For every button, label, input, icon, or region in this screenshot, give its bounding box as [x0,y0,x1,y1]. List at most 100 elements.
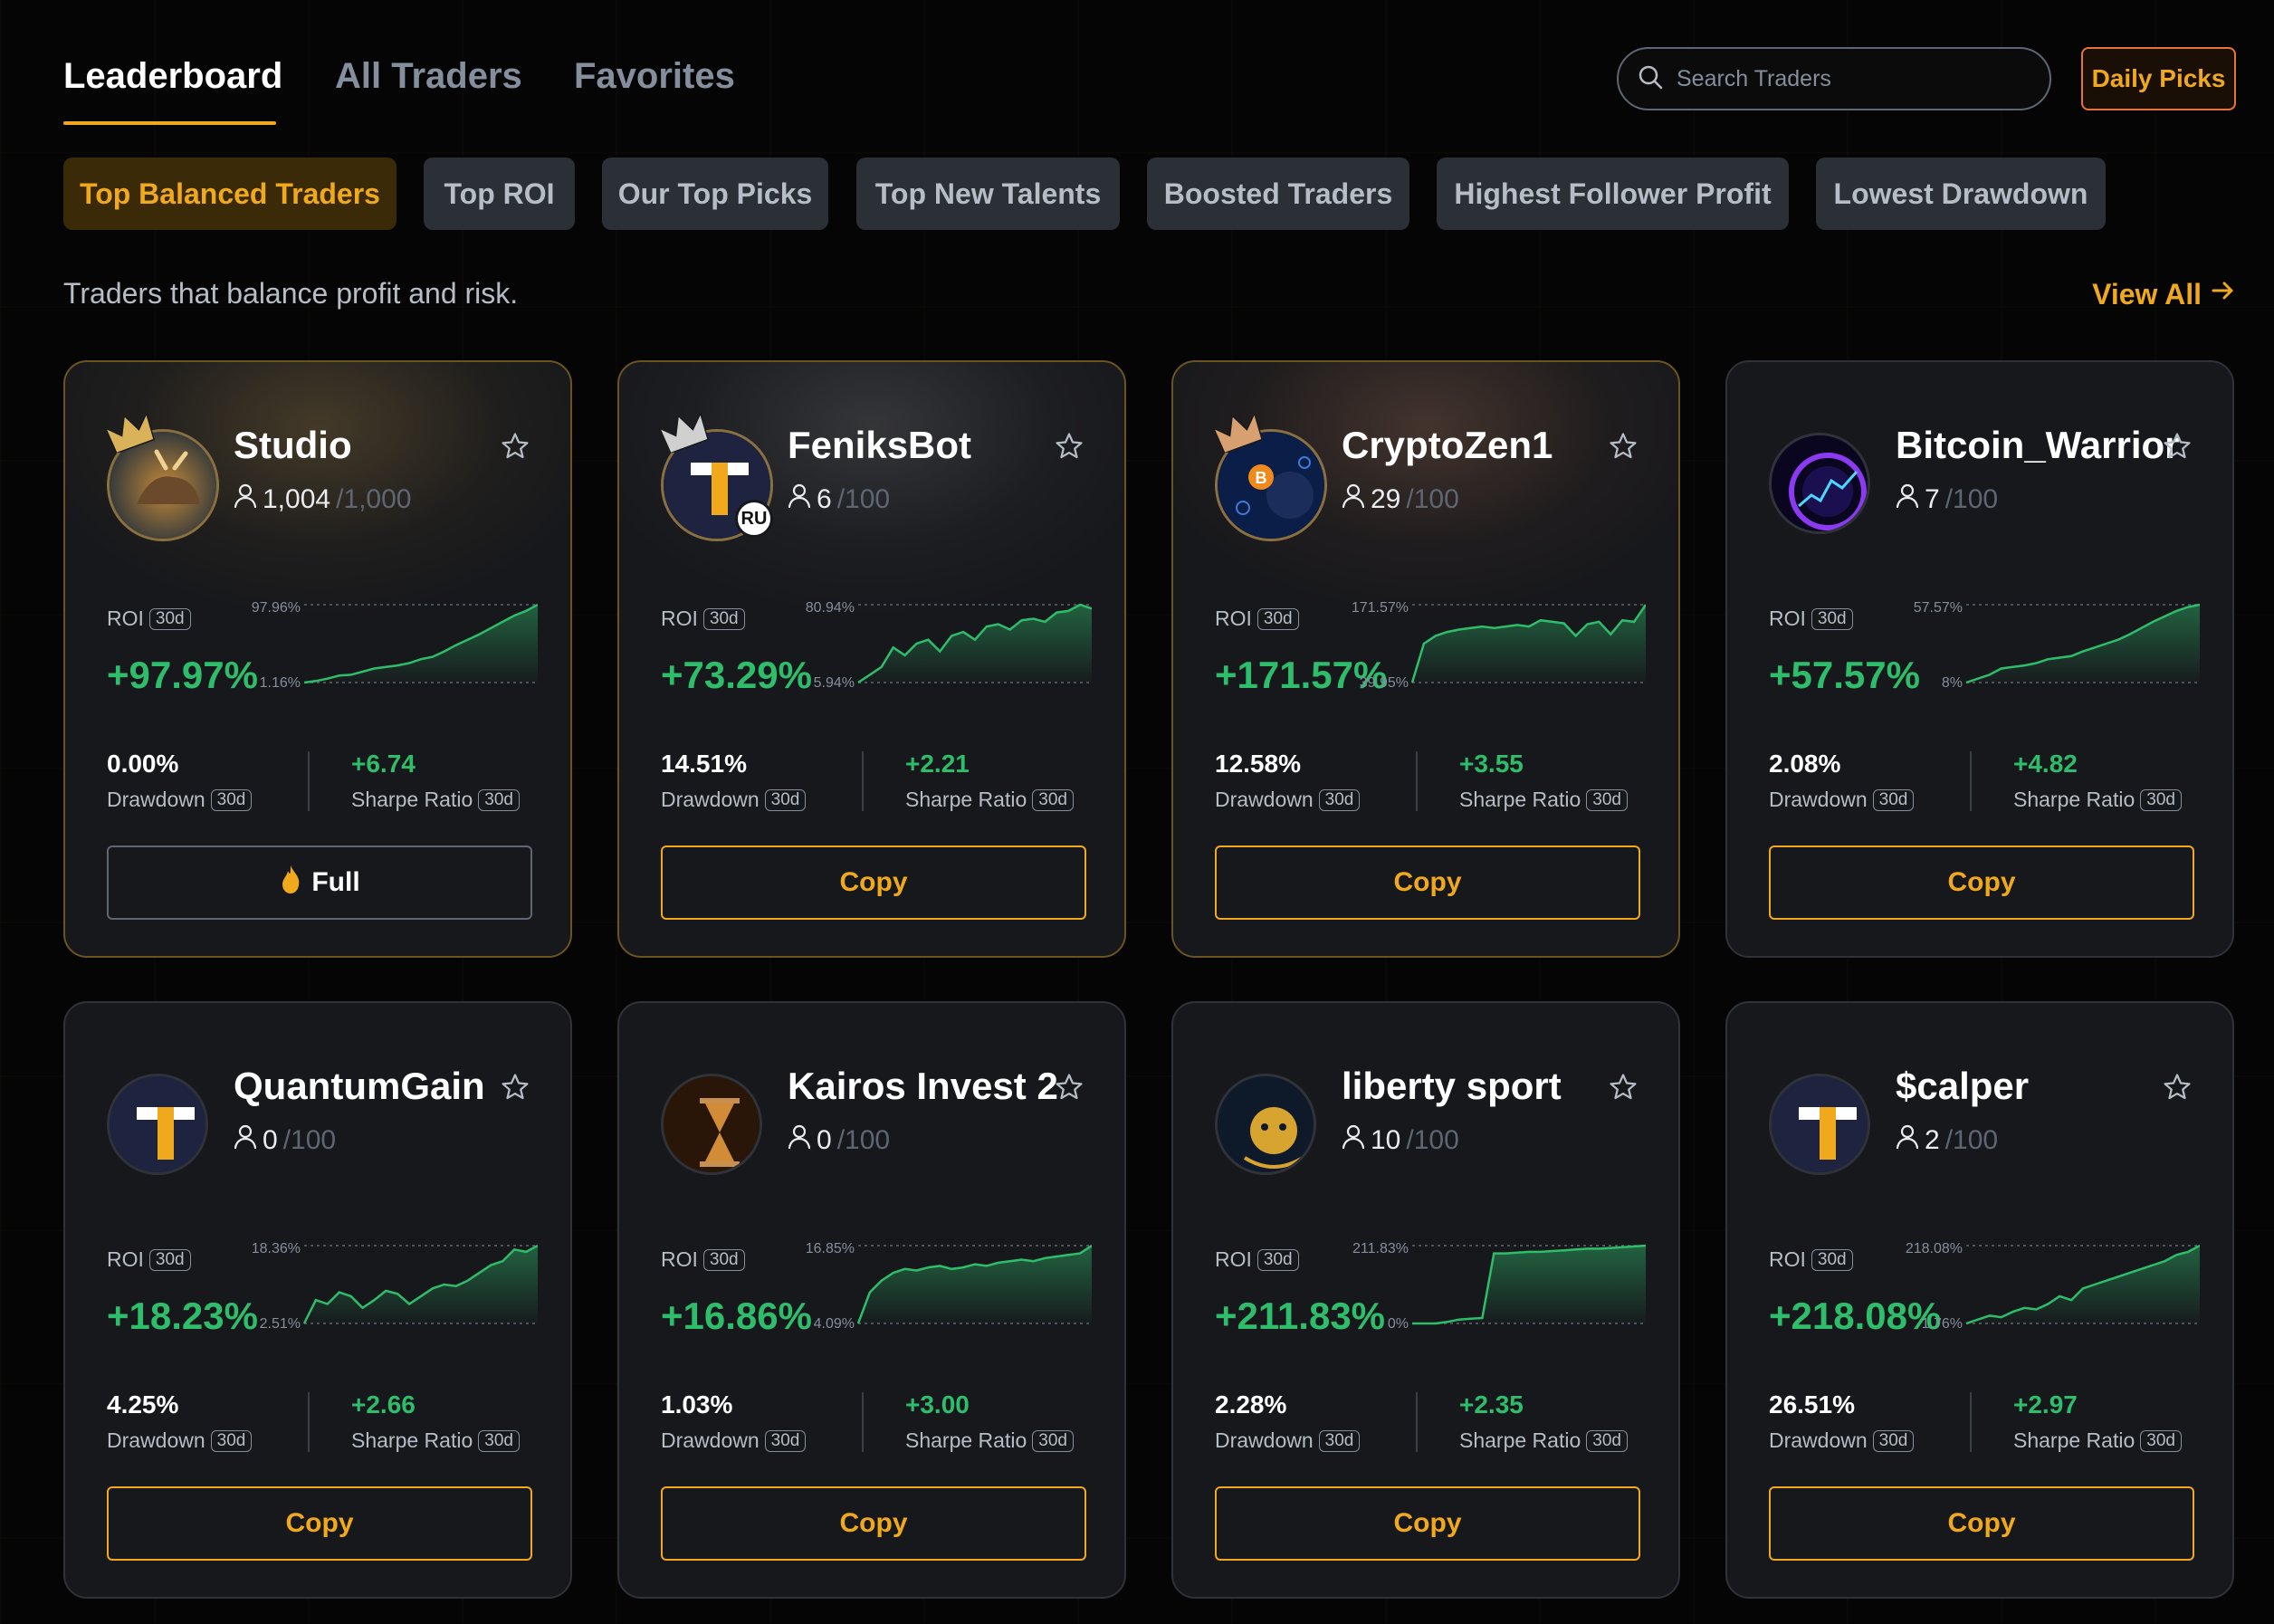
trader-name[interactable]: FeniksBot [788,424,972,466]
sparkline-min-label: 8% [1941,675,1963,691]
flame-icon [279,864,302,902]
trader-card[interactable]: Bitcoin_Warrior 7/100 ROI 30d +57.57% 57.… [1725,360,2234,958]
chip-highest-follower-profit[interactable]: Highest Follower Profit [1437,158,1789,230]
trader-card[interactable]: Studio 1,004/1,000 ROI 30d +97.97% 97.96%… [63,360,572,958]
sharpe-label: Sharpe Ratio 30d [905,1428,1074,1453]
button-label: Copy [1947,1508,2016,1538]
chip-our-top-picks[interactable]: Our Top Picks [602,158,828,230]
sparkline-max-label: 18.36% [251,1241,301,1256]
tab-favorites[interactable]: Favorites [574,56,735,96]
trader-card[interactable]: B CryptoZen1 29/100 ROI 30d +171.57% 171.… [1171,360,1680,958]
follower-capacity: /100 [836,1125,891,1155]
trader-card[interactable]: QuantumGain 0/100 ROI 30d +18.23% 18.36% … [63,1001,572,1599]
trader-name[interactable]: Bitcoin_Warrior [1896,424,2180,466]
full-button[interactable]: Full [107,845,532,920]
follower-current: 7 [1925,484,1940,514]
chip-boosted-traders[interactable]: Boosted Traders [1147,158,1409,230]
favorite-star-icon[interactable] [1054,431,1084,466]
copy-button[interactable]: Copy [1769,845,2194,920]
period-pill: 30d [1318,1429,1361,1452]
chip-lowest-drawdown[interactable]: Lowest Drawdown [1816,158,2106,230]
sharpe-value: +2.97 [2013,1390,2078,1419]
chip-top-roi[interactable]: Top ROI [424,158,575,230]
tab-all-traders[interactable]: All Traders [335,56,522,96]
bronze-crown-icon [1212,411,1264,457]
gold-crown-icon [104,411,156,457]
trader-avatar[interactable] [661,1074,762,1175]
follower-capacity: /1,000 [336,484,412,514]
sparkline-area [304,605,538,683]
trader-card[interactable]: liberty sport 10/100 ROI 30d +211.83% 211… [1171,1001,1680,1599]
copy-button[interactable]: Copy [1215,845,1640,920]
trader-card[interactable]: Kairos Invest 2 0/100 ROI 30d +16.86% 16.… [617,1001,1126,1599]
trader-name[interactable]: QuantumGain [234,1065,485,1107]
follower-capacity: /100 [1406,484,1459,514]
roi-sparkline [302,1244,538,1324]
trader-name[interactable]: $calper [1896,1065,2030,1107]
silver-crown-icon [658,411,710,457]
sparkline-line [1965,603,2200,684]
roi-label: ROI 30d [1215,1247,1299,1272]
sharpe-label: Sharpe Ratio 30d [2013,788,2182,812]
sharpe-label-text: Sharpe Ratio [905,788,1027,811]
roi-sparkline [1965,1244,2200,1325]
drawdown-value: 14.51% [661,750,747,778]
view-all-link[interactable]: View All [2092,277,2236,311]
drawdown-label-text: Drawdown [107,1428,205,1452]
chip-top-new-talents[interactable]: Top New Talents [856,158,1120,230]
favorite-star-icon[interactable] [1608,431,1639,466]
drawdown-label-text: Drawdown [1769,788,1868,811]
favorite-star-icon[interactable] [1054,1072,1084,1107]
copy-button[interactable]: Copy [1769,1486,2194,1561]
favorite-star-icon[interactable] [2162,1072,2193,1107]
favorite-star-icon[interactable] [500,1072,530,1107]
trader-avatar[interactable]: B [1215,429,1327,541]
daily-picks-button[interactable]: Daily Picks [2081,47,2236,110]
drawdown-label: Drawdown 30d [661,788,807,812]
button-label: Copy [285,1508,354,1538]
copy-button[interactable]: Copy [661,845,1086,920]
drawdown-value: 0.00% [107,750,179,778]
trader-name[interactable]: liberty sport [1342,1065,1562,1107]
roi-label: ROI 30d [107,1247,191,1272]
drawdown-label-text: Drawdown [661,1428,760,1452]
sparkline-area [858,605,1092,683]
favorite-star-icon[interactable] [500,431,530,466]
drawdown-label-text: Drawdown [1215,788,1314,811]
search-input[interactable] [1677,65,2039,92]
period-pill: 30d [1586,788,1628,811]
sparkline-area [858,1246,1092,1323]
chip-top-balanced-traders[interactable]: Top Balanced Traders [63,158,397,230]
copy-button[interactable]: Copy [661,1486,1086,1561]
trader-avatar[interactable] [1769,1074,1870,1175]
sparkline-area [304,1246,538,1323]
favorite-star-icon[interactable] [2162,431,2193,466]
roi-label: ROI 30d [661,607,745,631]
button-label: Copy [1947,867,2016,897]
period-pill: 30d [148,607,191,630]
sharpe-label: Sharpe Ratio 30d [1459,788,1628,812]
period-pill: 30d [478,788,520,811]
trader-name[interactable]: Kairos Invest 2 [788,1065,1058,1107]
follower-capacity: /100 [1944,1125,1999,1155]
trader-card[interactable]: RU FeniksBot 6/100 ROI 30d +73.29% 80.94%… [617,360,1126,958]
trader-card[interactable]: $calper 2/100 ROI 30d +218.08% 218.08% 1.… [1725,1001,2234,1599]
trader-name[interactable]: Studio [234,424,352,466]
follower-count: 0/100 [234,1124,336,1157]
trader-avatar[interactable] [107,1074,208,1175]
copy-button[interactable]: Copy [107,1486,532,1561]
trader-avatar[interactable] [1215,1074,1316,1175]
trader-name[interactable]: CryptoZen1 [1342,424,1553,466]
button-label: Copy [1393,867,1462,897]
copy-button[interactable]: Copy [1215,1486,1640,1561]
tab-leaderboard[interactable]: Leaderboard [63,56,283,96]
favorite-star-icon[interactable] [1608,1072,1639,1107]
follower-count: 2/100 [1896,1124,1998,1157]
sharpe-value: +2.35 [1459,1390,1524,1419]
drawdown-label-text: Drawdown [661,788,760,811]
sparkline-line [303,603,538,684]
search-box[interactable] [1617,47,2051,110]
trader-avatar[interactable] [1769,433,1870,534]
sparkline-line [1965,1244,2200,1325]
sparkline-max-label: 171.57% [1351,600,1409,616]
